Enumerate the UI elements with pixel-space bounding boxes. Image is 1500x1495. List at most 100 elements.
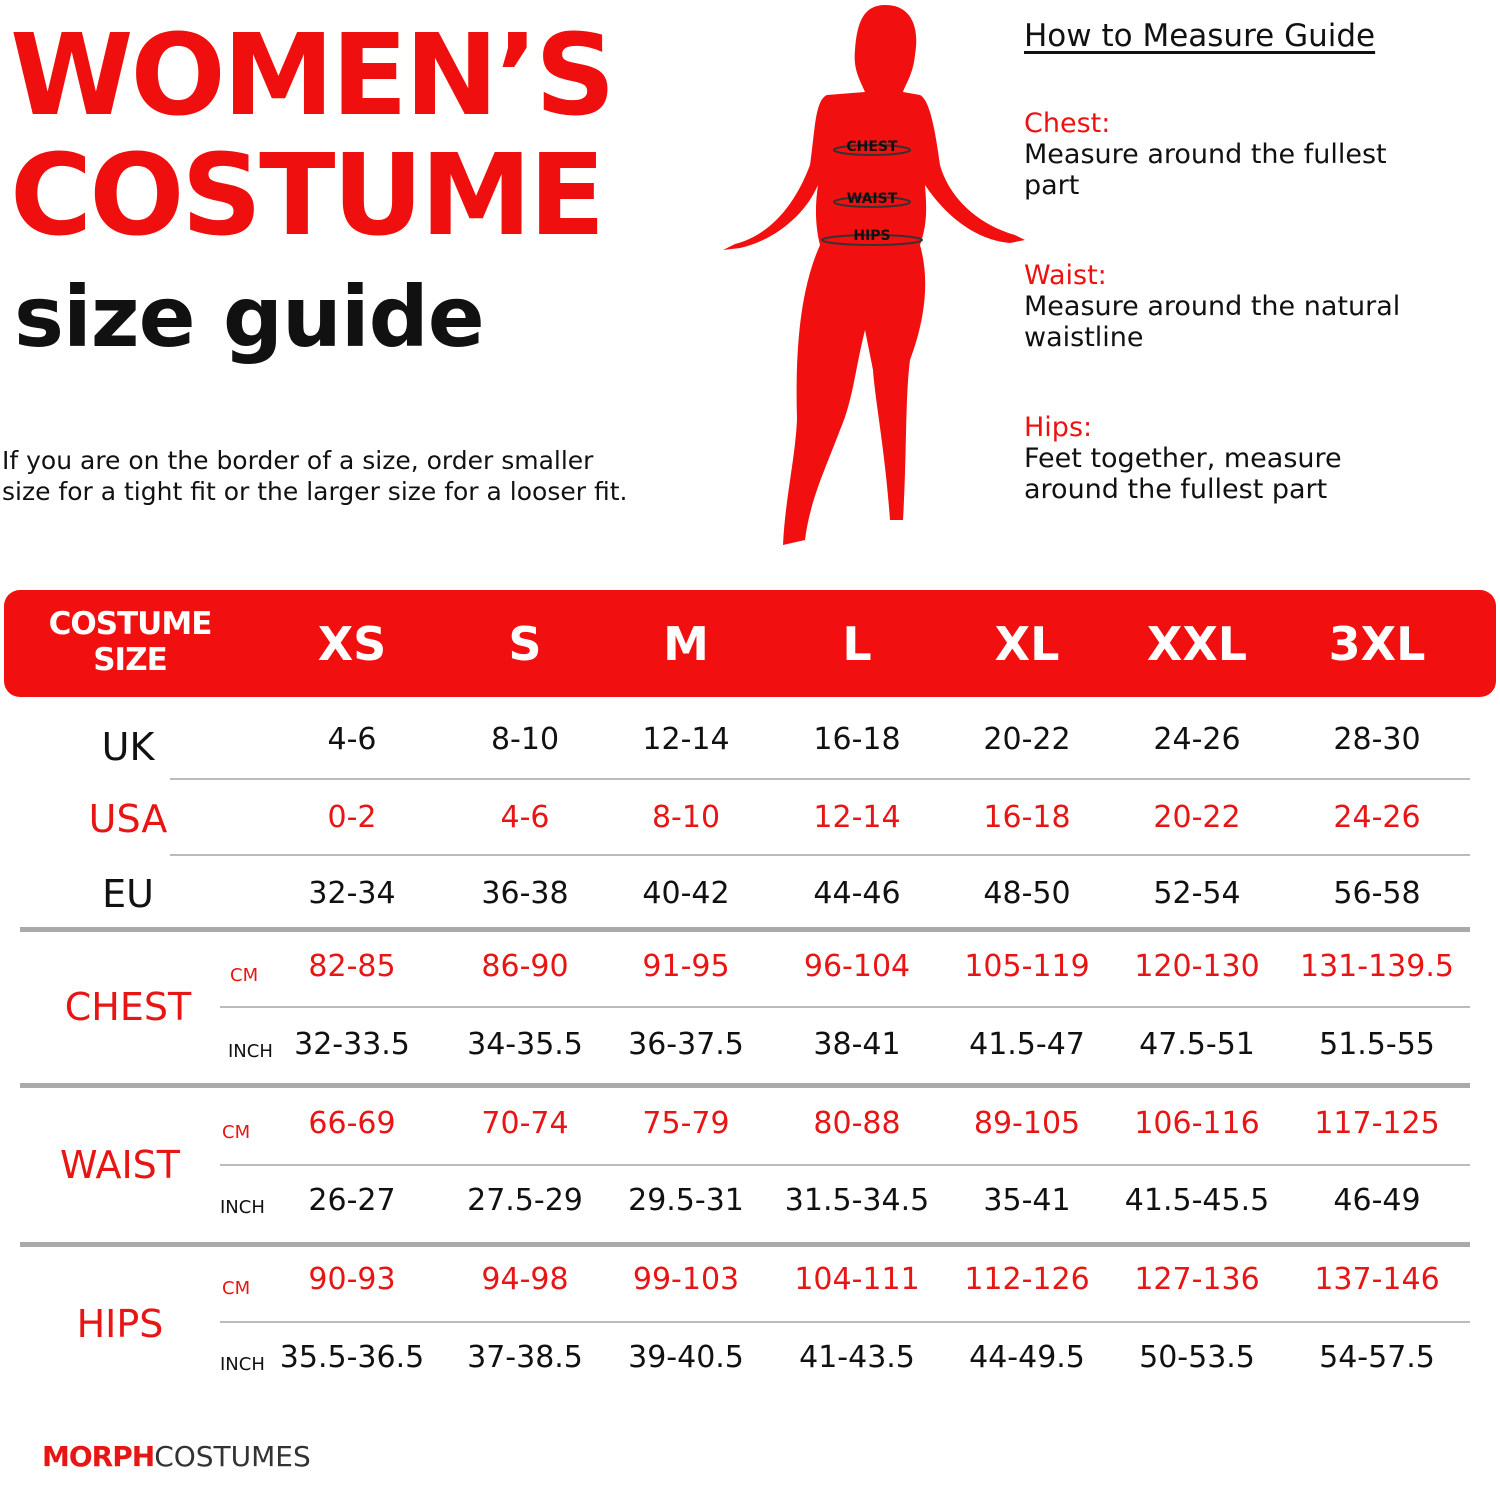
table-cell: 120-130 <box>1134 949 1260 984</box>
body-silhouette-figure: CHEST WAIST HIPS <box>723 5 1025 545</box>
guide-hips-label: Hips: <box>1024 412 1093 443</box>
table-cell: 12-14 <box>813 800 901 835</box>
table-cell: 41-43.5 <box>799 1340 915 1375</box>
table-cell: 32-33.5 <box>294 1027 410 1062</box>
table-cell: 54-57.5 <box>1319 1340 1435 1375</box>
table-cell: 127-136 <box>1134 1262 1260 1297</box>
table-cell: 24-26 <box>1333 800 1421 835</box>
row-label-waist: WAIST <box>59 1143 181 1187</box>
table-cell: 86-90 <box>481 949 569 984</box>
fit-note-line-2: size for a tight fit or the larger size … <box>2 477 628 506</box>
table-cell: 38-41 <box>813 1027 901 1062</box>
table-cell: 105-119 <box>964 949 1090 984</box>
table-cell: 131-139.5 <box>1300 949 1454 984</box>
table-cell: 16-18 <box>983 800 1071 835</box>
guide-chest: Chest: Measure around the fullest part <box>1024 108 1387 201</box>
table-cell: 37-38.5 <box>467 1340 583 1375</box>
table-cell: 66-69 <box>308 1106 396 1141</box>
guide-title: How to Measure Guide <box>1024 18 1376 54</box>
table-cell: 41.5-47 <box>969 1027 1085 1062</box>
table-cell: 36-38 <box>481 876 569 911</box>
row-divider <box>20 1083 1470 1088</box>
size-header-xxl: XXL <box>1146 617 1248 671</box>
table-cell: 112-126 <box>964 1262 1090 1297</box>
table-cell: 48-50 <box>983 876 1071 911</box>
table-cell: 40-42 <box>642 876 730 911</box>
table-cell: 89-105 <box>973 1106 1081 1141</box>
table-cell: 32-34 <box>308 876 396 911</box>
table-cell: 0-2 <box>327 800 377 835</box>
unit-label-cm: CM <box>222 1122 251 1143</box>
guide-chest-label: Chest: <box>1024 108 1111 139</box>
row-label-chest: CHEST <box>64 985 192 1029</box>
size-header-l: L <box>842 617 872 671</box>
title-line-1: WOMEN’S <box>10 11 616 141</box>
table-cell: 16-18 <box>813 722 901 757</box>
unit-label-inch: INCH <box>220 1354 265 1375</box>
logo-morph: MORPH <box>42 1440 155 1473</box>
table-cell: 56-58 <box>1333 876 1421 911</box>
table-cell: 39-40.5 <box>628 1340 744 1375</box>
guide-waist: Waist: Measure around the natural waistl… <box>1024 260 1400 353</box>
row-divider <box>170 778 1470 780</box>
row-divider <box>170 854 1470 856</box>
table-cell: 90-93 <box>308 1262 396 1297</box>
chest-label: CHEST <box>846 139 898 155</box>
waist-label: WAIST <box>847 191 898 207</box>
logo-costumes: COSTUMES <box>154 1440 311 1473</box>
costume-size-line-2: SIZE <box>93 642 168 678</box>
table-cell: 82-85 <box>308 949 396 984</box>
row-divider <box>220 1164 1470 1166</box>
guide-hips-text-2: around the fullest part <box>1024 474 1328 505</box>
table-cell: 4-6 <box>500 800 550 835</box>
table-cell: 106-116 <box>1134 1106 1260 1141</box>
costume-size-header: COSTUME SIZE <box>30 606 230 678</box>
fit-note-line-1: If you are on the border of a size, orde… <box>2 446 594 475</box>
row-label-eu: EU <box>102 872 154 916</box>
table-cell: 29.5-31 <box>628 1183 744 1218</box>
table-cell: 44-46 <box>813 876 901 911</box>
table-cell: 51.5-55 <box>1319 1027 1435 1062</box>
table-cell: 52-54 <box>1153 876 1241 911</box>
fit-note: If you are on the border of a size, orde… <box>2 445 627 507</box>
table-cell: 41.5-45.5 <box>1124 1183 1270 1218</box>
table-cell: 27.5-29 <box>467 1183 583 1218</box>
table-cell: 20-22 <box>1153 800 1241 835</box>
table-cell: 44-49.5 <box>969 1340 1085 1375</box>
guide-waist-text-2: waistline <box>1024 322 1144 353</box>
row-label-hips: HIPS <box>76 1302 164 1346</box>
table-cell: 8-10 <box>490 722 560 757</box>
size-header-3xl: 3XL <box>1328 617 1426 671</box>
table-cell: 47.5-51 <box>1139 1027 1255 1062</box>
costume-size-line-1: COSTUME <box>48 606 213 642</box>
row-divider <box>220 1321 1470 1323</box>
table-cell: 96-104 <box>803 949 911 984</box>
table-cell: 137-146 <box>1314 1262 1440 1297</box>
table-cell: 50-53.5 <box>1139 1340 1255 1375</box>
table-cell: 26-27 <box>308 1183 396 1218</box>
guide-hips-text-1: Feet together, measure <box>1024 443 1342 474</box>
table-cell: 80-88 <box>813 1106 901 1141</box>
table-cell: 91-95 <box>642 949 730 984</box>
guide-waist-label: Waist: <box>1024 260 1107 291</box>
unit-label-cm: CM <box>222 1278 251 1299</box>
table-cell: 70-74 <box>481 1106 569 1141</box>
table-cell: 46-49 <box>1333 1183 1421 1218</box>
table-cell: 31.5-34.5 <box>784 1183 930 1218</box>
hips-label: HIPS <box>853 228 890 244</box>
table-cell: 36-37.5 <box>628 1027 744 1062</box>
size-header-s: S <box>508 617 542 671</box>
subtitle: size guide <box>14 268 485 366</box>
table-cell: 8-10 <box>651 800 721 835</box>
unit-label-inch: INCH <box>228 1041 273 1062</box>
guide-chest-text-2: part <box>1024 170 1080 201</box>
guide-chest-text-1: Measure around the fullest <box>1024 139 1387 170</box>
table-cell: 12-14 <box>642 722 730 757</box>
table-cell: 99-103 <box>632 1262 740 1297</box>
unit-label-inch: INCH <box>220 1197 265 1218</box>
table-cell: 20-22 <box>983 722 1071 757</box>
table-cell: 35.5-36.5 <box>279 1340 425 1375</box>
table-cell: 35-41 <box>983 1183 1071 1218</box>
table-cell: 94-98 <box>481 1262 569 1297</box>
table-cell: 34-35.5 <box>467 1027 583 1062</box>
